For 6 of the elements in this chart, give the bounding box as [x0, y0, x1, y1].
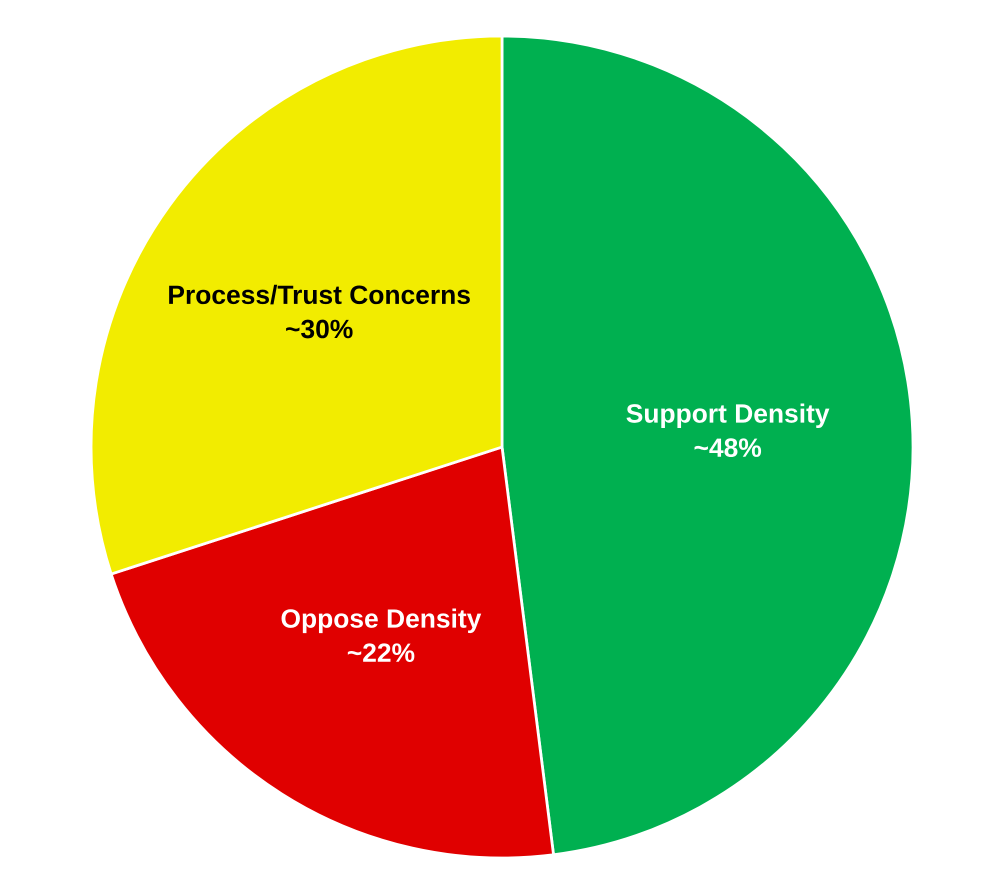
- slice-label: Process/Trust Concerns: [169, 284, 470, 304]
- data-label: ~30%: [286, 320, 353, 338]
- data-label: ~48%: [694, 438, 762, 457]
- slice-label: Support Density: [626, 403, 830, 428]
- slice-label: Oppose Density: [282, 608, 482, 634]
- data-label: ~22%: [348, 643, 414, 662]
